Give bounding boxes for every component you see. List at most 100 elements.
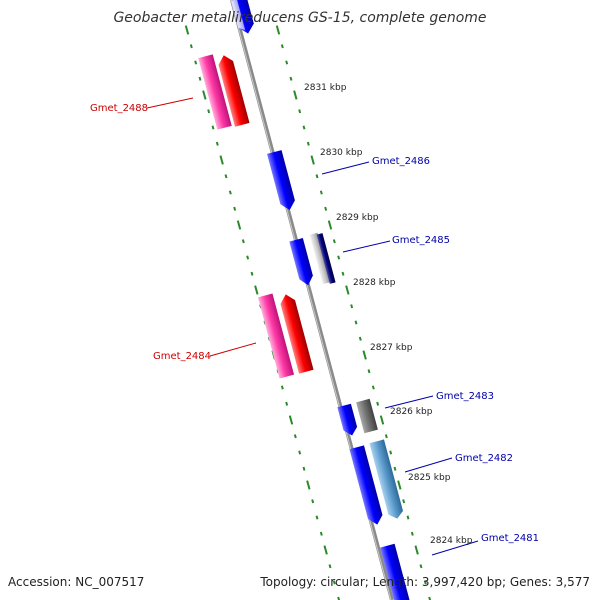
- scale-tick-left: [211, 125, 215, 130]
- gene-label-gmet-2483[interactable]: Gmet_2483: [436, 391, 494, 402]
- scale-tick-left: [194, 60, 198, 65]
- leader-gmet-2481: [431, 540, 479, 556]
- scale-tick-right: [319, 190, 323, 195]
- gene-labels: Gmet_2488 Gmet_2486 Gmet_2485 Gmet_2484 …: [90, 103, 539, 544]
- scale-tick-right: [345, 285, 350, 295]
- gene-label-gmet-2485[interactable]: Gmet_2485: [392, 235, 450, 246]
- scale-tick-right: [419, 564, 423, 569]
- gene-gmet-2485: [289, 237, 313, 286]
- scale-tick-right: [371, 385, 375, 390]
- scale-tick-left: [254, 285, 259, 295]
- scale-label: 2825 kbp: [408, 473, 451, 483]
- gene-top-partial: [231, 0, 254, 34]
- gene-gmet-2482: [349, 445, 383, 525]
- gene-gmet-2488: [218, 55, 250, 127]
- scale-tick-left: [323, 545, 328, 555]
- scale-tick-left: [246, 255, 250, 260]
- scale-label: 2828 kbp: [353, 278, 396, 288]
- scale-tick-left: [328, 564, 332, 569]
- scale-tick-left: [207, 109, 211, 114]
- scale-tick-right: [354, 320, 358, 325]
- gene-gmet-2483-gray: [356, 398, 378, 434]
- leader-gmet-2483: [384, 395, 434, 409]
- scale-tick-right: [337, 255, 341, 260]
- scale-tick-right: [280, 44, 284, 49]
- leader-gmet-2485: [342, 240, 391, 253]
- scale-tick-right: [414, 545, 419, 555]
- scale-tick-left: [219, 155, 224, 165]
- gene-gmet-2482-steel: [369, 439, 403, 519]
- scale-tick-left: [236, 220, 242, 230]
- scale-tick-left: [315, 515, 319, 520]
- scale-tick-left: [184, 25, 190, 35]
- scale-tick-left: [241, 239, 245, 244]
- scale-tick-left: [233, 206, 237, 211]
- scale-tick-right: [275, 25, 281, 35]
- leader-gmet-2484: [209, 342, 257, 357]
- scale-tick-right: [389, 450, 393, 455]
- gene-gmet-2486: [267, 150, 295, 210]
- scale-tick-left: [293, 434, 297, 439]
- scale-tick-right: [285, 60, 289, 65]
- scale-label: 2831 kbp: [304, 83, 347, 93]
- scale-label: 2824 kbp: [430, 536, 473, 546]
- gene-gmet-2481: [380, 543, 411, 600]
- scale-tick-right: [310, 155, 315, 165]
- gene-gmet-2485-silver: [309, 232, 331, 285]
- scale-tick-right: [315, 174, 319, 179]
- scale-tick-right: [376, 401, 380, 406]
- scale-tick-right: [379, 415, 385, 425]
- scale-label: 2830 kbp: [320, 148, 363, 158]
- scale-tick-left: [311, 499, 315, 504]
- scale-label: 2827 kbp: [370, 343, 413, 353]
- gene-label-gmet-2484[interactable]: Gmet_2484: [153, 351, 211, 362]
- genome-title: Geobacter metallireducens GS-15, complet…: [113, 10, 486, 26]
- scale-tick-right: [423, 580, 427, 585]
- scale-tick-left: [189, 44, 193, 49]
- scale-tick-right: [332, 239, 336, 244]
- scale-tick-right: [367, 369, 371, 374]
- scale-tick-right: [306, 141, 310, 146]
- accession-text: Accession: NC_007517: [8, 575, 144, 589]
- scale-tick-right: [298, 109, 302, 114]
- scale-tick-left: [285, 401, 289, 406]
- scale-tick-left: [319, 531, 323, 536]
- scale-tick-left: [215, 141, 219, 146]
- scale-tick-left: [224, 174, 228, 179]
- scale-tick-left: [198, 76, 202, 81]
- scale-tick-right: [341, 271, 345, 276]
- scale-tick-left: [250, 271, 254, 276]
- scale-tick-left: [302, 466, 306, 471]
- scale-tick-right: [393, 466, 397, 471]
- genome-summary-text: Topology: circular; Length: 3,997,420 bp…: [259, 575, 590, 589]
- scale-tick-right: [362, 350, 367, 360]
- gene-label-gmet-2488[interactable]: Gmet_2488: [90, 103, 148, 114]
- gene-gmet-2484: [280, 294, 314, 374]
- gene-label-gmet-2486[interactable]: Gmet_2486: [372, 156, 430, 167]
- gene-gmet-2483: [337, 403, 358, 436]
- gene-gmet-2485-navy: [316, 233, 336, 284]
- scale-tick-right: [397, 480, 402, 490]
- gene-label-gmet-2482[interactable]: Gmet_2482: [455, 453, 513, 464]
- scale-tick-right: [406, 515, 410, 520]
- scale-tick-right: [410, 531, 414, 536]
- scale-tick-left: [306, 480, 311, 490]
- scale-tick-left: [228, 190, 232, 195]
- scale-tick-left: [202, 90, 207, 100]
- scale-tick-right: [302, 125, 306, 130]
- scale-tick-left: [280, 385, 284, 390]
- scale-tick-right: [350, 304, 354, 309]
- scale-label: 2829 kbp: [336, 213, 379, 223]
- scale-tick-right: [324, 206, 328, 211]
- scale-tick-right: [327, 220, 333, 230]
- leader-gmet-2486: [321, 161, 370, 175]
- gene-leader-lines: [146, 97, 479, 556]
- scale-tick-right: [384, 434, 388, 439]
- gene-label-gmet-2481[interactable]: Gmet_2481: [481, 533, 539, 544]
- gene-gmet-2488-pink: [198, 54, 232, 130]
- scale-tick-left: [298, 450, 302, 455]
- scale-tick-left: [288, 415, 294, 425]
- scale-tick-left: [332, 580, 336, 585]
